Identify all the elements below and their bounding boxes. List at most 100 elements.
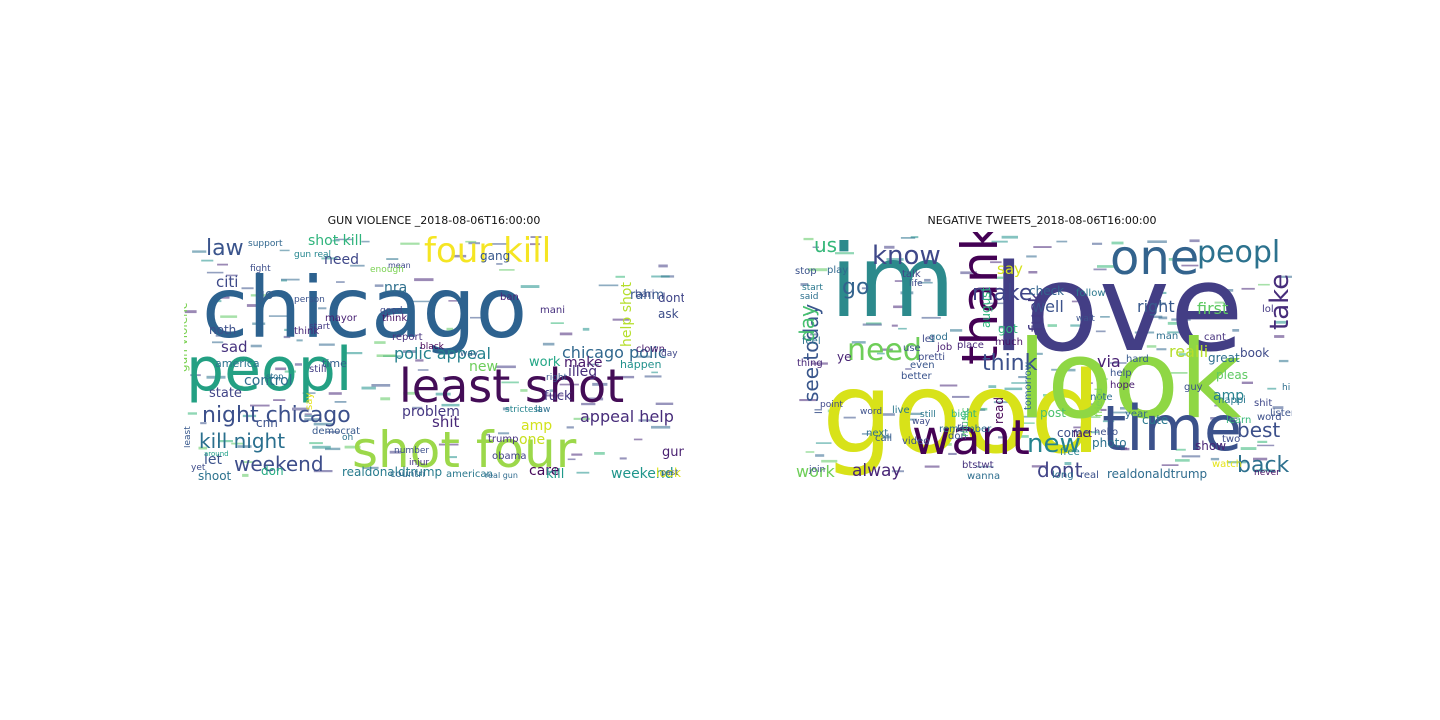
filler-word-mark	[638, 419, 653, 422]
filler-word-mark	[309, 442, 323, 445]
filler-word-mark	[900, 237, 916, 239]
filler-word-mark	[350, 264, 365, 267]
filler-word-mark	[468, 242, 480, 245]
cloud-word: gun	[662, 445, 684, 460]
cloud-word: job	[936, 342, 952, 353]
filler-word-mark	[1011, 382, 1030, 384]
filler-word-mark	[380, 397, 391, 401]
filler-word-mark	[1111, 241, 1124, 245]
filler-word-mark	[594, 452, 605, 455]
cloud-word: don	[261, 464, 284, 478]
filler-word-mark	[843, 416, 856, 419]
cloud-word: watch	[1212, 459, 1242, 470]
filler-word-mark	[633, 438, 643, 441]
filler-word-mark	[198, 446, 208, 450]
filler-word-mark	[335, 238, 354, 241]
cloud-word: shoot	[198, 469, 232, 482]
cloud-word: cant	[1204, 332, 1226, 343]
filler-word-mark	[242, 473, 249, 477]
cloud-word: least	[184, 426, 193, 448]
filler-word-mark	[571, 453, 583, 456]
cloud-word: word	[1257, 412, 1282, 423]
cloud-word: amp	[1213, 388, 1244, 404]
cloud-word: america	[215, 357, 260, 370]
cloud-word: peopl	[186, 335, 352, 405]
cloud-word: im	[830, 232, 955, 340]
filler-word-mark	[273, 399, 286, 401]
filler-word-mark	[988, 385, 997, 388]
filler-word-mark	[321, 257, 338, 260]
filler-word-mark	[325, 447, 341, 451]
filler-word-mark	[304, 415, 315, 417]
cloud-word: gang	[480, 249, 510, 263]
filler-word-mark	[1257, 440, 1268, 443]
filler-word-mark	[598, 284, 619, 287]
cloud-word: obama	[492, 451, 526, 462]
filler-word-mark	[1117, 447, 1127, 450]
filler-word-mark	[615, 375, 635, 379]
cloud-word: need	[324, 252, 359, 268]
filler-word-mark	[1178, 353, 1186, 356]
filler-word-mark	[1158, 316, 1168, 320]
cloud-word: gun violenc	[184, 303, 190, 372]
filler-word-mark	[950, 329, 963, 332]
filler-word-mark	[905, 418, 917, 421]
filler-word-mark	[1147, 240, 1167, 243]
filler-word-mark	[1175, 459, 1190, 462]
filler-word-mark	[619, 457, 627, 460]
filler-word-mark	[1110, 362, 1127, 364]
cloud-word: polic appeal	[394, 344, 491, 363]
cloud-word: realli	[1169, 342, 1208, 361]
filler-word-mark	[530, 243, 540, 246]
filler-word-mark	[960, 271, 977, 275]
cloud-word: new	[1027, 429, 1081, 459]
cloud-word: first	[1197, 299, 1228, 318]
filler-word-mark	[190, 374, 201, 377]
filler-word-mark	[1210, 457, 1220, 461]
filler-word-mark	[811, 362, 828, 365]
filler-word-mark	[1181, 264, 1199, 267]
filler-word-mark	[361, 240, 370, 243]
cloud-word: mani	[540, 305, 565, 316]
filler-word-mark	[451, 254, 467, 258]
cloud-word: think	[382, 313, 407, 324]
cloud-word: noth	[209, 323, 236, 337]
filler-word-mark	[549, 389, 557, 392]
filler-word-mark	[250, 344, 262, 348]
filler-word-mark	[284, 370, 296, 373]
filler-word-mark	[651, 275, 670, 278]
filler-word-mark	[1240, 447, 1257, 450]
cloud-word: democrat	[312, 426, 360, 437]
filler-word-mark	[1146, 345, 1157, 348]
cloud-word: said	[800, 292, 818, 302]
cloud-word: want	[912, 410, 1030, 466]
cloud-word: way	[460, 349, 479, 359]
filler-word-mark	[891, 324, 898, 327]
filler-word-mark	[400, 242, 420, 245]
filler-word-mark	[1175, 448, 1186, 451]
cloud-word: go	[256, 287, 273, 303]
cloud-word: book	[1240, 346, 1269, 360]
filler-word-mark	[1100, 408, 1107, 411]
cloud-word: learn	[1226, 415, 1251, 426]
filler-word-mark	[438, 443, 459, 446]
filler-word-mark	[313, 422, 333, 426]
filler-word-mark	[1210, 417, 1217, 420]
filler-word-mark	[218, 440, 233, 443]
filler-word-mark	[501, 381, 519, 384]
filler-word-mark	[877, 352, 885, 355]
filler-word-mark	[246, 304, 258, 307]
cloud-word: photo	[1092, 436, 1127, 450]
filler-word-mark	[443, 377, 455, 380]
cloud-word: hello	[1094, 427, 1118, 438]
cloud-word: peopl	[1197, 235, 1280, 270]
cloud-word: realdonaldtrump	[1107, 467, 1207, 481]
cloud-word: look	[656, 466, 681, 480]
filler-word-mark	[1001, 235, 1018, 239]
filler-word-mark	[237, 445, 252, 448]
filler-word-mark	[800, 283, 809, 286]
cloud-word: live	[892, 405, 910, 416]
filler-word-mark	[1082, 427, 1090, 431]
filler-word-mark	[243, 461, 255, 463]
cloud-word: make	[972, 281, 1032, 306]
